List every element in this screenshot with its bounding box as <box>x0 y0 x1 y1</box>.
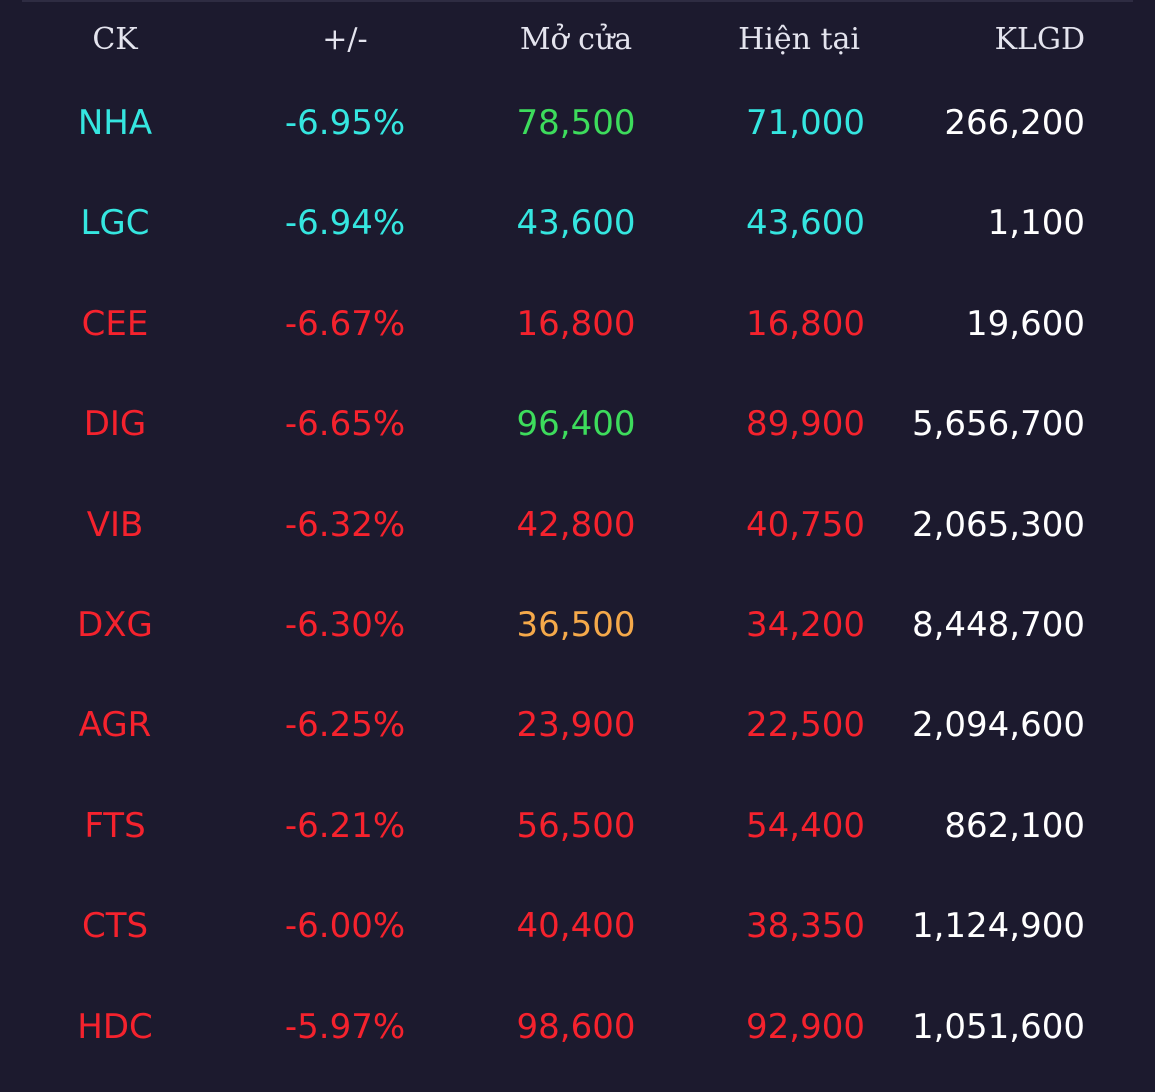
cell-current-price: 43,600 <box>746 203 865 244</box>
cell-ticker: NHA <box>77 103 153 143</box>
top-divider <box>22 0 1133 2</box>
cell-change-percent: -6.30% <box>284 604 406 645</box>
cell-change-percent: -6.25% <box>284 705 406 746</box>
table-row[interactable]: DXG -6.30% 36,500 34,200 8,448,700 <box>0 575 1155 675</box>
table-row[interactable]: VIB -6.32% 42,800 40,750 2,065,300 <box>0 475 1155 575</box>
cell-current-price: 16,800 <box>746 303 865 344</box>
header-current[interactable]: Hiện tại <box>738 22 860 57</box>
table-row[interactable]: NHA -6.95% 78,500 71,000 266,200 <box>0 73 1155 173</box>
cell-change-percent: -6.21% <box>284 805 406 846</box>
header-volume[interactable]: KLGD <box>994 22 1085 57</box>
cell-current-price: 38,350 <box>746 906 865 947</box>
cell-open-price: 43,600 <box>516 203 636 244</box>
table-row[interactable]: FTS -6.21% 56,500 54,400 862,100 <box>0 776 1155 876</box>
header-open[interactable]: Mở cửa <box>519 22 633 57</box>
cell-change-percent: -5.97% <box>284 1006 406 1047</box>
cell-ticker: FTS <box>84 805 146 846</box>
cell-open-price: 78,500 <box>516 103 636 143</box>
cell-change-percent: -6.94% <box>284 203 406 244</box>
cell-ticker: HDC <box>77 1006 153 1047</box>
cell-current-price: 92,900 <box>746 1006 865 1047</box>
cell-volume: 266,200 <box>944 103 1085 143</box>
cell-volume: 1,051,600 <box>911 1006 1085 1047</box>
cell-current-price: 22,500 <box>746 705 865 746</box>
cell-change-percent: -6.00% <box>284 906 406 947</box>
header-change[interactable]: +/- <box>322 22 368 57</box>
cell-ticker: CEE <box>81 303 149 344</box>
cell-ticker: LGC <box>80 203 150 244</box>
cell-ticker: DIG <box>83 404 147 445</box>
cell-volume: 862,100 <box>944 805 1085 846</box>
cell-open-price: 56,500 <box>516 805 636 846</box>
table-row[interactable]: LGC -6.94% 43,600 43,600 1,100 <box>0 173 1155 273</box>
cell-current-price: 54,400 <box>746 805 865 846</box>
cell-current-price: 34,200 <box>746 604 865 645</box>
cell-change-percent: -6.65% <box>284 404 406 445</box>
cell-open-price: 96,400 <box>516 404 636 445</box>
cell-open-price: 16,800 <box>516 303 636 344</box>
table-body: NHA -6.95% 78,500 71,000 266,200 LGC -6.94% 43,… <box>0 73 1155 1077</box>
cell-volume: 2,094,600 <box>911 705 1085 746</box>
cell-current-price: 40,750 <box>746 504 865 545</box>
table-row[interactable]: CEE -6.67% 16,800 16,800 19,600 <box>0 274 1155 374</box>
cell-change-percent: -6.95% <box>284 103 406 143</box>
cell-volume: 5,656,700 <box>911 404 1085 445</box>
cell-open-price: 42,800 <box>516 504 636 545</box>
cell-open-price: 98,600 <box>516 1006 636 1047</box>
table-row[interactable]: DIG -6.65% 96,400 89,900 5,656,700 <box>0 374 1155 474</box>
cell-change-percent: -6.32% <box>284 504 406 545</box>
cell-open-price: 40,400 <box>516 906 636 947</box>
table-row[interactable]: HDC -5.97% 98,600 92,900 1,051,600 <box>0 977 1155 1077</box>
cell-current-price: 89,900 <box>746 404 865 445</box>
cell-ticker: CTS <box>81 906 149 947</box>
cell-ticker: DXG <box>77 604 153 645</box>
cell-open-price: 23,900 <box>516 705 636 746</box>
cell-volume: 1,100 <box>987 203 1085 244</box>
table-row[interactable]: AGR -6.25% 23,900 22,500 2,094,600 <box>0 675 1155 775</box>
cell-open-price: 36,500 <box>516 604 636 645</box>
table-header: CK +/- Mở cửa Hiện tại KLGD <box>0 16 1155 64</box>
cell-volume: 8,448,700 <box>911 604 1085 645</box>
table-row[interactable]: CTS -6.00% 40,400 38,350 1,124,900 <box>0 876 1155 976</box>
cell-current-price: 71,000 <box>746 103 865 143</box>
cell-volume: 19,600 <box>966 303 1085 344</box>
cell-volume: 1,124,900 <box>911 906 1085 947</box>
cell-volume: 2,065,300 <box>911 504 1085 545</box>
cell-change-percent: -6.67% <box>284 303 406 344</box>
cell-ticker: VIB <box>86 504 144 545</box>
cell-ticker: AGR <box>78 705 152 746</box>
header-ck[interactable]: CK <box>92 22 138 57</box>
